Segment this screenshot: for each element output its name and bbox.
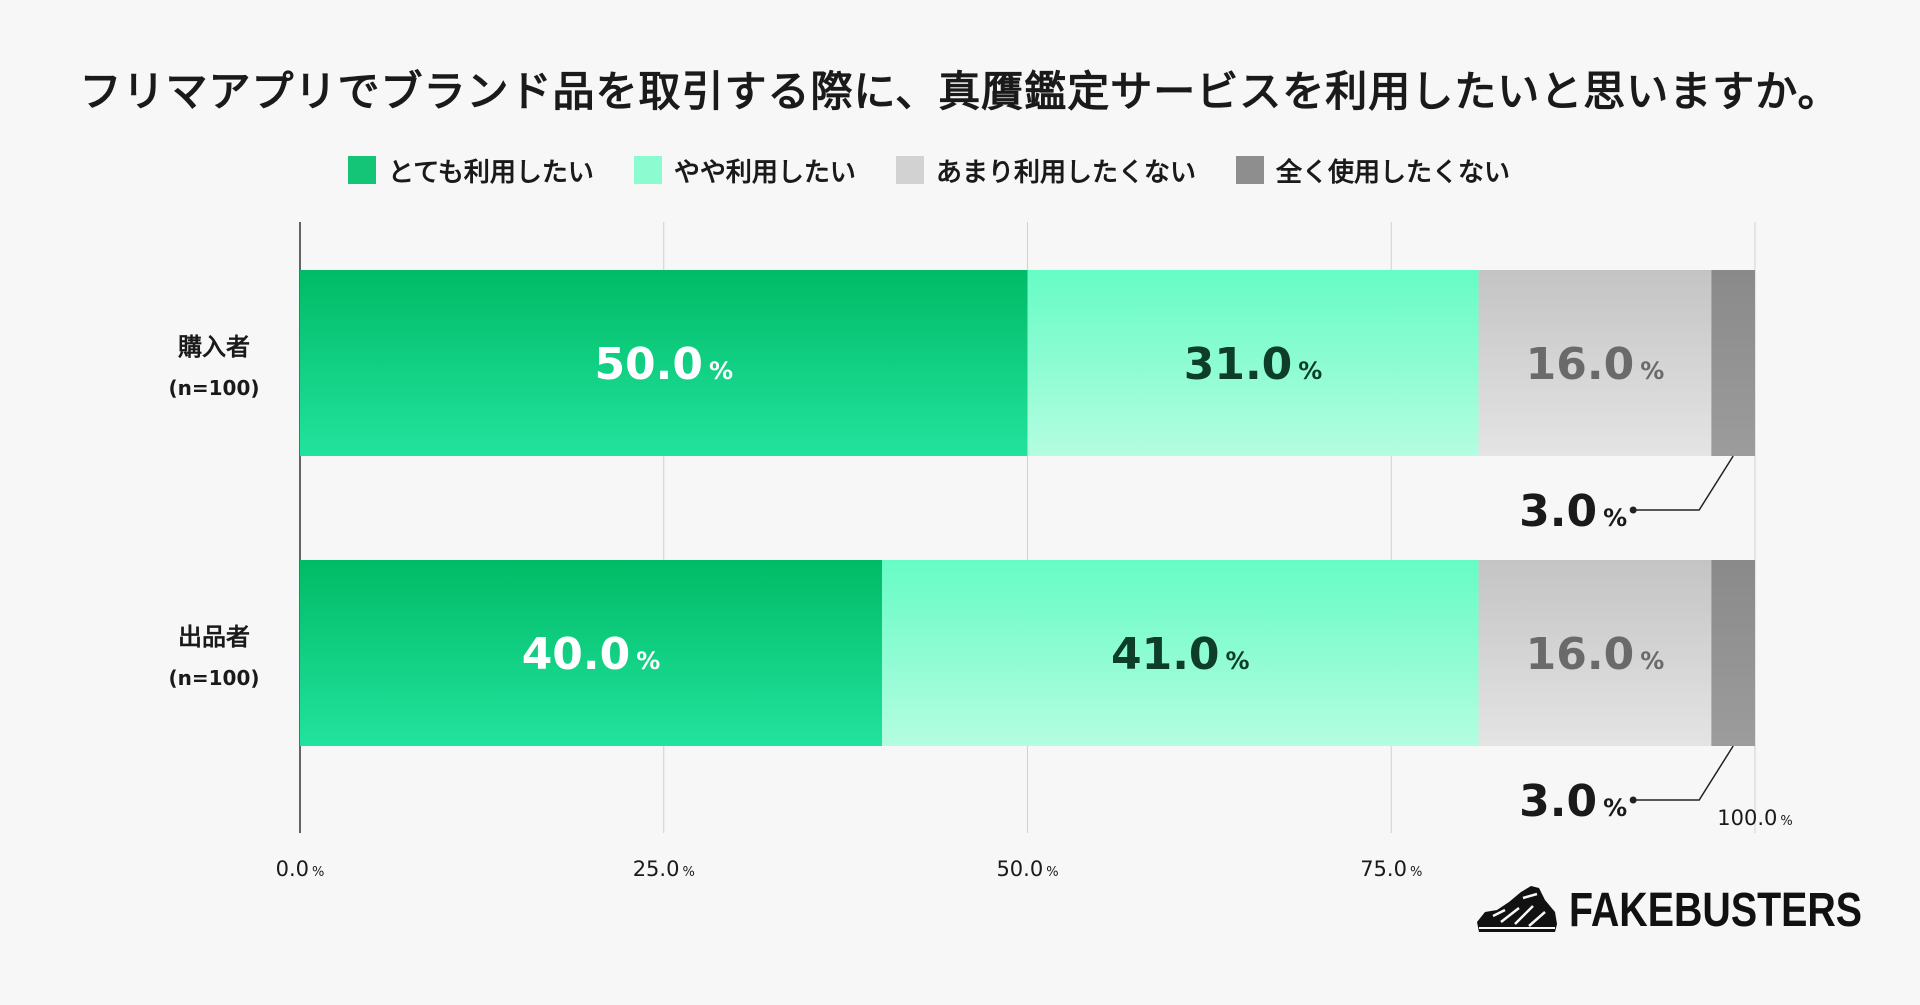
callout-dot-1 xyxy=(1629,506,1637,514)
legend-label-somewhat: やや利用したい xyxy=(673,157,856,188)
data-label-not-much-2: 16.0% xyxy=(1526,629,1665,680)
legend-label-not-much: あまり利用したくない xyxy=(935,157,1196,188)
legend-swatch-somewhat xyxy=(633,156,662,184)
x-tick-labels: 0.0% 25.0% 50.0% 75.0 % 100.0% xyxy=(276,806,1793,881)
bar-not-much-2 xyxy=(1478,560,1712,746)
legend-swatch-very xyxy=(348,156,376,184)
category-label-1: 購入者 xyxy=(178,333,250,361)
data-label-not-at-all-1: 3.0% xyxy=(1519,486,1627,537)
bars xyxy=(300,270,1755,746)
data-labels: 50.0% 31.0% 16.0 % 3.0 % 40.0% 41.0% 16.0 % 3.0% xyxy=(522,339,1734,827)
sneaker-logo-icon xyxy=(1477,886,1557,932)
bar-very-1 xyxy=(300,270,1028,456)
bar-not-much-1 xyxy=(1478,270,1712,456)
x-tick-label-25.0: 25.0% xyxy=(633,857,695,881)
callout-dot-2 xyxy=(1629,796,1637,804)
category-note-1: (n=100) xyxy=(168,376,259,400)
bar-somewhat-1 xyxy=(1027,270,1479,456)
x-tick-label-50.0: 50.0% xyxy=(996,857,1058,881)
bar-very-2 xyxy=(300,560,882,746)
legend-swatch-not-at-all xyxy=(1235,156,1264,184)
brand-name: FAKEBUSTERS xyxy=(1569,883,1863,937)
legend-swatch-not-much xyxy=(895,156,924,184)
x-tick-label-0.0: 0.0% xyxy=(276,857,325,881)
bar-not-at-all-2 xyxy=(1711,560,1755,746)
legend-label-not-at-all: 全く使用したくない xyxy=(1275,157,1510,188)
legend-item-not-at-all: 全く使用したくない xyxy=(1235,152,1510,189)
legend-item-very: とても利用したい xyxy=(348,152,594,189)
data-label-not-much-1: 16.0% xyxy=(1526,339,1665,390)
x-tick-label-100.0: 100.0% xyxy=(1717,806,1792,830)
legend-label-very: とても利用したい xyxy=(388,157,594,188)
category-label-2: 出品者 xyxy=(178,623,250,651)
category-labels: 購入者 (n=100) 出品者 (n=100) xyxy=(168,333,259,690)
data-label-somewhat-1: 31.0% xyxy=(1184,339,1323,390)
chart-title: フリマアプリでブランド品を取引する際に、真贋鑑定サービスを利用したいと思いますか… xyxy=(79,67,1841,116)
legend-item-not-much: あまり利用したくない xyxy=(895,152,1196,189)
data-label-somewhat-2: 41.0% xyxy=(1111,629,1250,680)
x-tick-label-75.0: 75.0% xyxy=(1360,857,1422,881)
callout-line-2 xyxy=(1633,745,1734,801)
callout-line-1 xyxy=(1633,455,1734,511)
bar-not-at-all-1 xyxy=(1711,270,1755,456)
data-label-not-at-all-2: 3.0% xyxy=(1519,776,1627,827)
legend: とても利用したい やや利用したい あまり利用したくない 全く使用したくない xyxy=(348,152,1510,188)
brand-logo: FAKEBUSTERS xyxy=(1475,878,1920,942)
data-label-very-2: 40.0% xyxy=(522,629,661,680)
data-label-very-1: 50.0% xyxy=(594,339,733,390)
legend-item-somewhat: やや利用したい xyxy=(633,152,856,189)
bar-somewhat-2 xyxy=(882,560,1479,746)
category-note-2: (n=100) xyxy=(168,666,259,690)
